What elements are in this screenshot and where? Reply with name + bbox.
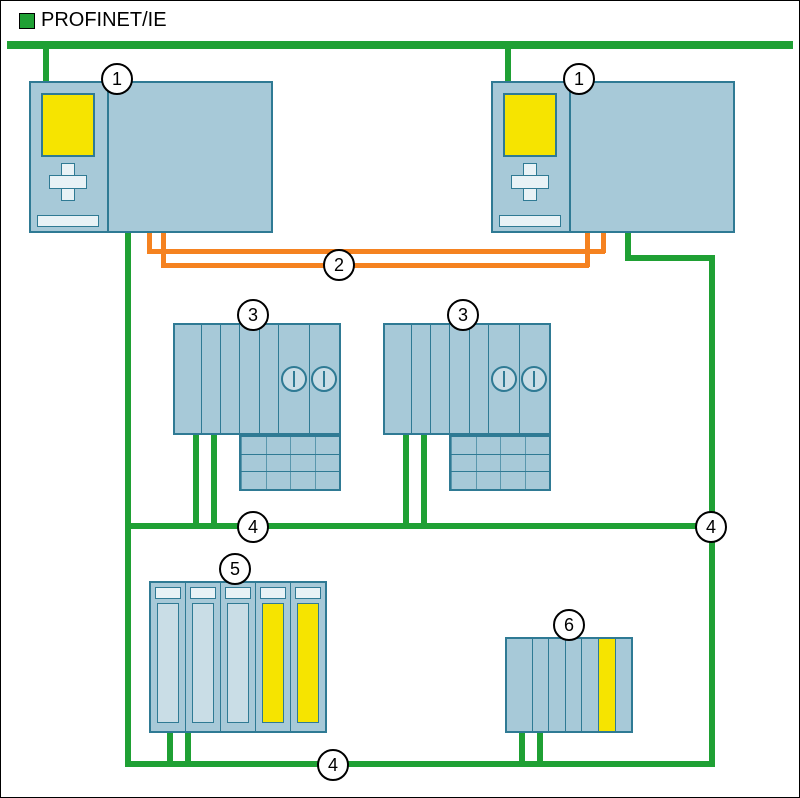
plc-cpu [491,81,571,233]
marker-3a: 3 [237,299,269,331]
marker-4a: 4 [237,511,269,543]
device-et-a-terminal [239,435,341,491]
device-plc-right [491,81,735,233]
marker-1a: 1 [101,63,133,95]
dpad-icon [49,163,85,199]
plc-body [571,81,735,233]
marker-1b: 1 [563,63,595,95]
knob-icon [311,366,337,392]
legend-label: PROFINET/IE [41,9,167,32]
knob-icon [491,366,517,392]
marker-3b: 3 [447,299,479,331]
device-et-b-terminal [449,435,551,491]
plc-ports [37,215,99,227]
legend-swatch [19,13,35,29]
device-et-a [173,323,341,435]
marker-2: 2 [323,249,355,281]
marker-6: 6 [553,609,585,641]
device-rack-6 [505,637,633,733]
dpad-icon [511,163,547,199]
plc-ports [499,215,561,227]
plc-display [503,93,557,157]
plc-cpu [29,81,109,233]
device-et-b [383,323,551,435]
marker-4c: 4 [317,749,349,781]
profinet-backbone [7,41,793,49]
device-rack-5 [149,581,327,733]
marker-4b: 4 [695,511,727,543]
plc-display [41,93,95,157]
device-plc-left [29,81,273,233]
plc-body [109,81,273,233]
marker-5: 5 [219,553,251,585]
knob-icon [281,366,307,392]
knob-icon [521,366,547,392]
diagram-canvas: PROFINET/IE [0,0,800,798]
